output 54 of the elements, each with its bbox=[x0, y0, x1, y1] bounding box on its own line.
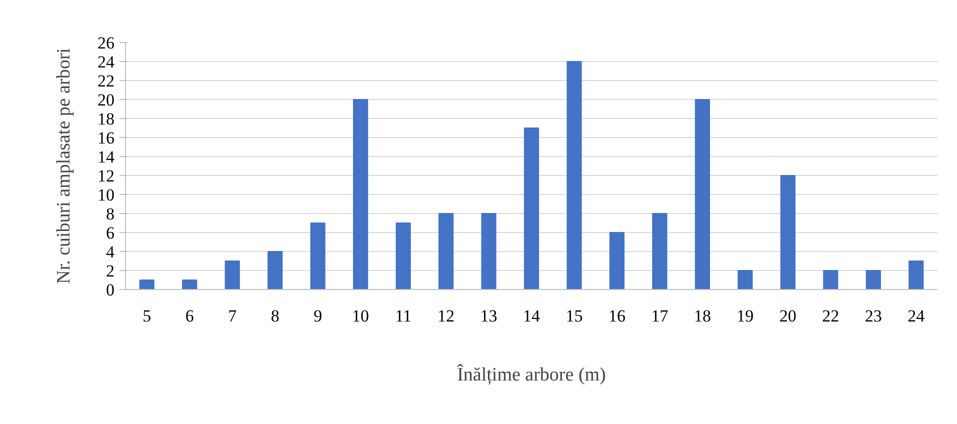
bar bbox=[694, 99, 710, 290]
y-tick-label: 18 bbox=[98, 110, 114, 128]
bar bbox=[481, 213, 496, 290]
y-tick-label: 22 bbox=[98, 72, 114, 90]
y-tick-label: 8 bbox=[106, 204, 114, 224]
y-tick-label: 4 bbox=[106, 242, 115, 262]
bar bbox=[438, 213, 454, 290]
y-tick-label: 6 bbox=[106, 224, 114, 242]
y-tick-label: 12 bbox=[98, 166, 114, 186]
x-tick-label: 13 bbox=[480, 306, 498, 326]
bar bbox=[182, 280, 198, 290]
y-tick-label: 20 bbox=[98, 90, 114, 110]
y-tick-label: 2 bbox=[106, 262, 114, 280]
x-tick-label: 19 bbox=[736, 306, 754, 326]
x-tick-label: 14 bbox=[523, 306, 540, 326]
x-tick-label: 20 bbox=[779, 306, 796, 326]
bar bbox=[396, 222, 411, 290]
bar bbox=[908, 260, 924, 290]
x-axis-title: Înălțime arbore (m) bbox=[457, 364, 606, 386]
bar bbox=[866, 270, 881, 290]
bar bbox=[738, 270, 753, 290]
bar bbox=[268, 251, 283, 290]
x-tick-label: 8 bbox=[270, 306, 280, 326]
x-tick-label: 17 bbox=[651, 306, 669, 326]
x-tick-label: 12 bbox=[438, 306, 455, 326]
x-tick-label: 5 bbox=[142, 306, 152, 326]
bar bbox=[224, 260, 240, 290]
bar bbox=[353, 99, 368, 290]
y-tick-label: 24 bbox=[98, 52, 115, 72]
bar bbox=[823, 270, 838, 290]
bar bbox=[566, 61, 582, 290]
x-tick-label: 11 bbox=[395, 306, 412, 326]
x-tick-label: 15 bbox=[566, 306, 583, 326]
bar bbox=[609, 232, 625, 290]
bar bbox=[652, 213, 668, 290]
y-tick-label: 26 bbox=[98, 34, 114, 52]
x-tick-label: 10 bbox=[352, 306, 370, 326]
x-tick-label: 6 bbox=[185, 306, 194, 326]
bar bbox=[310, 222, 326, 290]
x-tick-label: 22 bbox=[822, 306, 840, 326]
bar bbox=[139, 280, 154, 290]
y-tick-label: 14 bbox=[98, 148, 115, 166]
x-tick-label: 9 bbox=[314, 306, 322, 326]
bar bbox=[780, 175, 796, 290]
x-tick-label: 18 bbox=[694, 306, 711, 326]
y-axis-title: Nr. cuiburi amplasate pe arbori bbox=[54, 48, 74, 284]
x-tick-label: 7 bbox=[228, 306, 238, 326]
bar bbox=[524, 128, 540, 290]
x-tick-label: 16 bbox=[608, 306, 626, 326]
x-tick-label: 24 bbox=[908, 306, 926, 326]
y-tick-label: 10 bbox=[98, 186, 114, 204]
x-tick-label: 23 bbox=[864, 306, 882, 326]
y-tick-label: 16 bbox=[98, 128, 114, 148]
y-tick-label: 0 bbox=[106, 280, 114, 300]
